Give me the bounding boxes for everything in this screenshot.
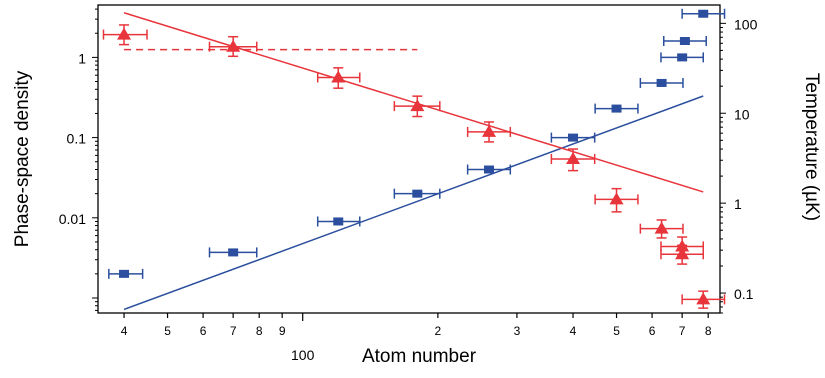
x-tick-label: 5 [613,324,620,338]
data-point-square [333,217,344,226]
data-point-triangle [566,151,581,164]
y-left-axis-title: Phase-space density [12,70,33,247]
data-point-square [119,269,130,278]
data-point-square [484,165,495,174]
y-right-tick-label: 0.1 [734,286,754,302]
y-left-tick-label: 0.01 [59,211,86,227]
data-point-triangle [331,70,346,83]
data-point-triangle [675,247,690,260]
y-left-tick-label: 0.1 [67,131,87,147]
x-major-tick-label: 100 [291,347,315,363]
data-point-triangle [226,39,241,52]
x-tick-label: 6 [649,324,656,338]
x-tick-label: 7 [679,324,686,338]
x-tick-label: 6 [200,324,207,338]
data-point-triangle [117,27,132,40]
plot-frame [97,4,721,314]
y-left-tick-label: 1 [78,50,86,66]
data-point-square [412,189,423,198]
y-right-tick-label: 10 [734,106,750,122]
x-tick-label: 4 [121,324,128,338]
x-tick-label: 5 [164,324,171,338]
x-tick-label: 3 [514,324,521,338]
data-point-square [228,248,239,257]
data-point-triangle [482,124,497,137]
data-point-square [656,78,667,87]
x-tick-label: 4 [570,324,577,338]
y-right-tick-label: 100 [734,16,758,32]
y-right-axis-title: Temperature (µK) [801,73,822,221]
x-tick-label: 8 [705,324,712,338]
data-point-square [698,9,709,18]
fit-line [123,95,704,311]
x-tick-label: 9 [279,324,286,338]
data-point-square [679,37,690,46]
data-point-triangle [696,292,711,305]
data-point-triangle [609,192,624,205]
fit-line [123,12,704,193]
y-right-tick-label: 1 [734,196,742,212]
data-point-square [568,133,579,142]
data-point-triangle [410,99,425,112]
x-axis-title: Atom number [362,346,477,367]
data-point-triangle [654,221,669,234]
x-tick-label: 7 [230,324,237,338]
data-point-square [677,53,688,62]
x-tick-label: 8 [256,324,263,338]
x-tick-label: 2 [435,324,442,338]
data-point-square [611,104,622,113]
